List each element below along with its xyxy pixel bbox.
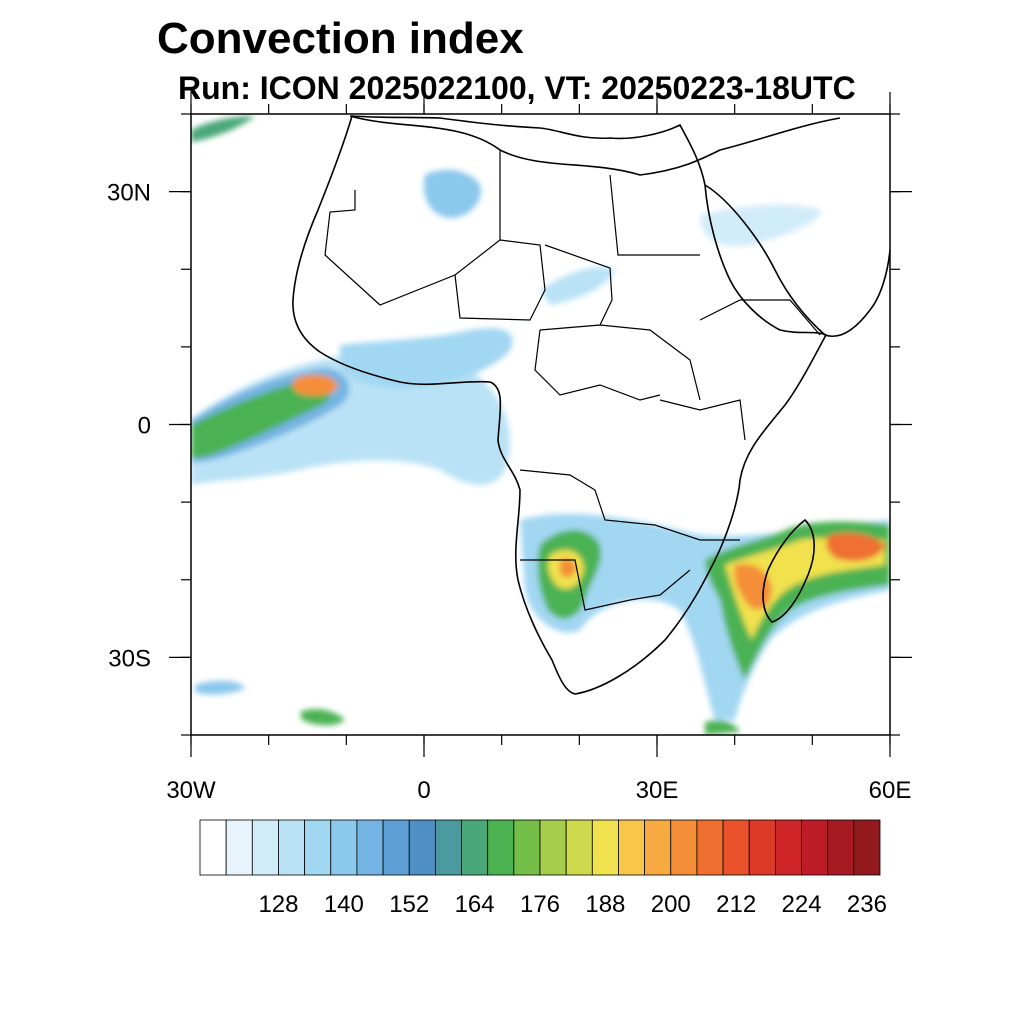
- border-line: [520, 559, 691, 611]
- colorbar-swatch: [382, 819, 410, 876]
- map-title: Convection index: [157, 14, 524, 63]
- colorbar-swatch: [748, 819, 776, 876]
- map-subtitle: Run: ICON 2025022100, VT: 20250223-18UTC: [178, 70, 856, 106]
- madagascar-coastline: [762, 518, 815, 623]
- colorbar-label: 224: [782, 891, 822, 918]
- field-blue-southatlantic: [195, 680, 245, 695]
- colorbar-swatch: [827, 819, 855, 876]
- colorbar-label: 164: [455, 891, 495, 918]
- lon-tick-label: 60E: [869, 777, 912, 804]
- coastlines: [292, 115, 890, 695]
- field-green-atlantic: [191, 379, 332, 458]
- lon-tick-label: 30W: [166, 777, 216, 804]
- border-line: [699, 299, 821, 336]
- border-line: [519, 469, 740, 541]
- country-borders: [324, 150, 821, 611]
- colorbar-swatch: [539, 819, 567, 876]
- colorbar-swatch: [330, 819, 358, 876]
- axis-labels: 30W 0 30E 60E 30N 0 30S: [107, 180, 911, 804]
- lat-tick-label: 30S: [108, 645, 151, 672]
- colorbar-swatch: [670, 819, 698, 876]
- field-green-southatlantic: [300, 709, 345, 726]
- colorbar-swatch: [199, 819, 227, 876]
- arabian-peninsula: [704, 184, 890, 337]
- colorbar-swatch: [565, 819, 593, 876]
- colorbar-swatch: [461, 819, 489, 876]
- colorbar-swatch: [434, 819, 462, 876]
- border-line: [534, 329, 661, 401]
- colorbar-label: 128: [258, 891, 298, 918]
- axis-ticks: [169, 92, 912, 757]
- border-line: [659, 399, 746, 441]
- colorbar-swatch: [251, 819, 279, 876]
- mediterranean-coast: [349, 115, 841, 176]
- colorbar-label: 140: [324, 891, 364, 918]
- colorbar-swatch: [853, 819, 881, 876]
- field-blue-mideast: [700, 204, 821, 247]
- colorbar-label: 236: [847, 891, 887, 918]
- colorbar-swatch: [801, 819, 829, 876]
- lat-tick-label: 30N: [107, 180, 151, 207]
- lon-tick-label: 30E: [636, 777, 679, 804]
- colorbar-swatch: [408, 819, 436, 876]
- border-line: [599, 324, 701, 401]
- colorbar: [199, 819, 881, 876]
- colorbar-swatch: [278, 819, 306, 876]
- colorbar-label: 212: [716, 891, 756, 918]
- colorbar-swatch: [774, 819, 802, 876]
- lon-tick-label: 0: [417, 777, 430, 804]
- colorbar-swatch: [696, 819, 724, 876]
- colorbar-label: 152: [389, 891, 429, 918]
- field-orange-indian: [826, 532, 885, 562]
- field-yellow-mozchannel: [725, 537, 885, 640]
- colorbar-swatch: [722, 819, 750, 876]
- border-line: [609, 174, 700, 256]
- colorbar-swatch: [356, 819, 384, 876]
- lat-tick-label: 0: [138, 413, 151, 440]
- field-orange-atlantic: [292, 374, 338, 396]
- border-line: [324, 150, 501, 306]
- field-blue-sahara: [423, 169, 481, 218]
- field-orange-namibia: [560, 558, 576, 578]
- field-blue-sahel: [540, 266, 615, 305]
- colorbar-swatch: [591, 819, 619, 876]
- field-blue-westafrica: [340, 328, 513, 389]
- colorbar-swatch: [487, 819, 515, 876]
- colorbar-labels: 128 140 152 164 176 188 200 212 224 236: [258, 891, 887, 918]
- border-line: [539, 244, 613, 331]
- field-green-northwest: [191, 115, 255, 142]
- colorbar-swatch: [225, 819, 253, 876]
- border-line: [454, 239, 546, 321]
- colorbar-label: 200: [651, 891, 691, 918]
- colorbar-swatch: [513, 819, 541, 876]
- colorbar-label: 176: [520, 891, 560, 918]
- convection-field: [191, 115, 890, 735]
- colorbar-swatch: [644, 819, 672, 876]
- africa-coastline: [292, 115, 828, 695]
- colorbar-label: 188: [585, 891, 625, 918]
- colorbar-swatch: [304, 819, 332, 876]
- colorbar-swatch: [618, 819, 646, 876]
- field-green-southeast: [705, 720, 740, 735]
